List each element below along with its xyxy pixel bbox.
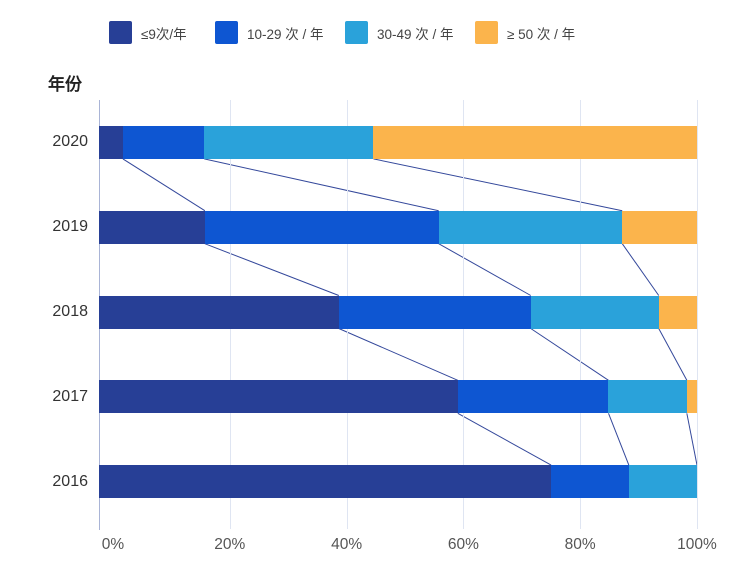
legend-label: 30-49 次 / 年 — [377, 26, 454, 42]
connector-line — [686, 413, 698, 466]
bar-2019-segment-0 — [99, 210, 205, 244]
legend: ≤9次/年 10-29 次 / 年 30-49 次 / 年 ≥ 50 次 / 年 — [109, 21, 729, 45]
bar-2018-segment-0 — [99, 295, 339, 329]
legend-item-0[interactable]: ≤9次/年 — [109, 21, 187, 44]
plot-area — [99, 100, 698, 530]
connector-line — [457, 412, 552, 466]
bar-2016-segment-2 — [628, 465, 697, 499]
legend-label: ≥ 50 次 / 年 — [507, 26, 576, 42]
bar-2016-segment-0 — [99, 465, 552, 499]
bar-2017-segment-1 — [457, 380, 609, 414]
legend-swatch-icon — [345, 21, 368, 44]
connector-line — [658, 328, 688, 381]
category-label-2016: 2016 — [52, 472, 88, 490]
bar-2020-segment-0 — [99, 125, 123, 159]
legend-item-2[interactable]: 30-49 次 / 年 — [345, 21, 454, 44]
bar-2016-segment-1 — [551, 465, 629, 499]
bar-2017-segment-2 — [608, 380, 687, 414]
connector-line — [204, 158, 439, 212]
bar-2019-segment-3 — [622, 210, 697, 244]
connector-line — [373, 158, 623, 212]
x-axis-label-80%: 80% — [564, 536, 596, 553]
connector-line — [204, 243, 339, 296]
legend-swatch-icon — [109, 21, 132, 44]
legend-label: ≤9次/年 — [141, 26, 187, 42]
x-axis-label-60%: 60% — [447, 536, 479, 553]
connector-line — [621, 243, 660, 296]
category-label-2019: 2019 — [52, 218, 88, 236]
y-axis-title: 年份 — [48, 75, 82, 94]
x-axis-label-100%: 100% — [677, 536, 717, 553]
bar-2017-segment-3 — [686, 380, 697, 414]
connector-line — [530, 328, 609, 381]
bar-2018-segment-1 — [338, 295, 531, 329]
bar-2020-segment-2 — [204, 125, 374, 159]
gridline-100% — [697, 100, 698, 529]
bar-2019-segment-1 — [204, 210, 439, 244]
bar-2018-segment-2 — [530, 295, 659, 329]
bar-2018-segment-3 — [658, 295, 697, 329]
legend-swatch-icon — [475, 21, 498, 44]
connector-line — [338, 328, 458, 381]
connector-line — [608, 413, 630, 466]
bar-2020-segment-1 — [122, 125, 205, 159]
category-label-2017: 2017 — [52, 387, 88, 405]
bar-2019-segment-2 — [438, 210, 623, 244]
legend-item-1[interactable]: 10-29 次 / 年 — [215, 21, 324, 44]
category-label-2018: 2018 — [52, 303, 88, 320]
legend-label: 10-29 次 / 年 — [247, 26, 324, 42]
x-axis-label-0%: 0% — [101, 536, 125, 553]
legend-item-3[interactable]: ≥ 50 次 / 年 — [475, 21, 575, 44]
bar-2017-segment-0 — [99, 380, 458, 414]
category-label-2020: 2020 — [52, 133, 88, 151]
legend-swatch-icon — [215, 21, 238, 44]
x-axis-label-40%: 40% — [331, 536, 363, 553]
connector-line — [122, 158, 206, 212]
connector-line — [438, 243, 532, 296]
bar-2020-segment-3 — [373, 125, 697, 159]
x-axis-label-20%: 20% — [214, 536, 246, 553]
